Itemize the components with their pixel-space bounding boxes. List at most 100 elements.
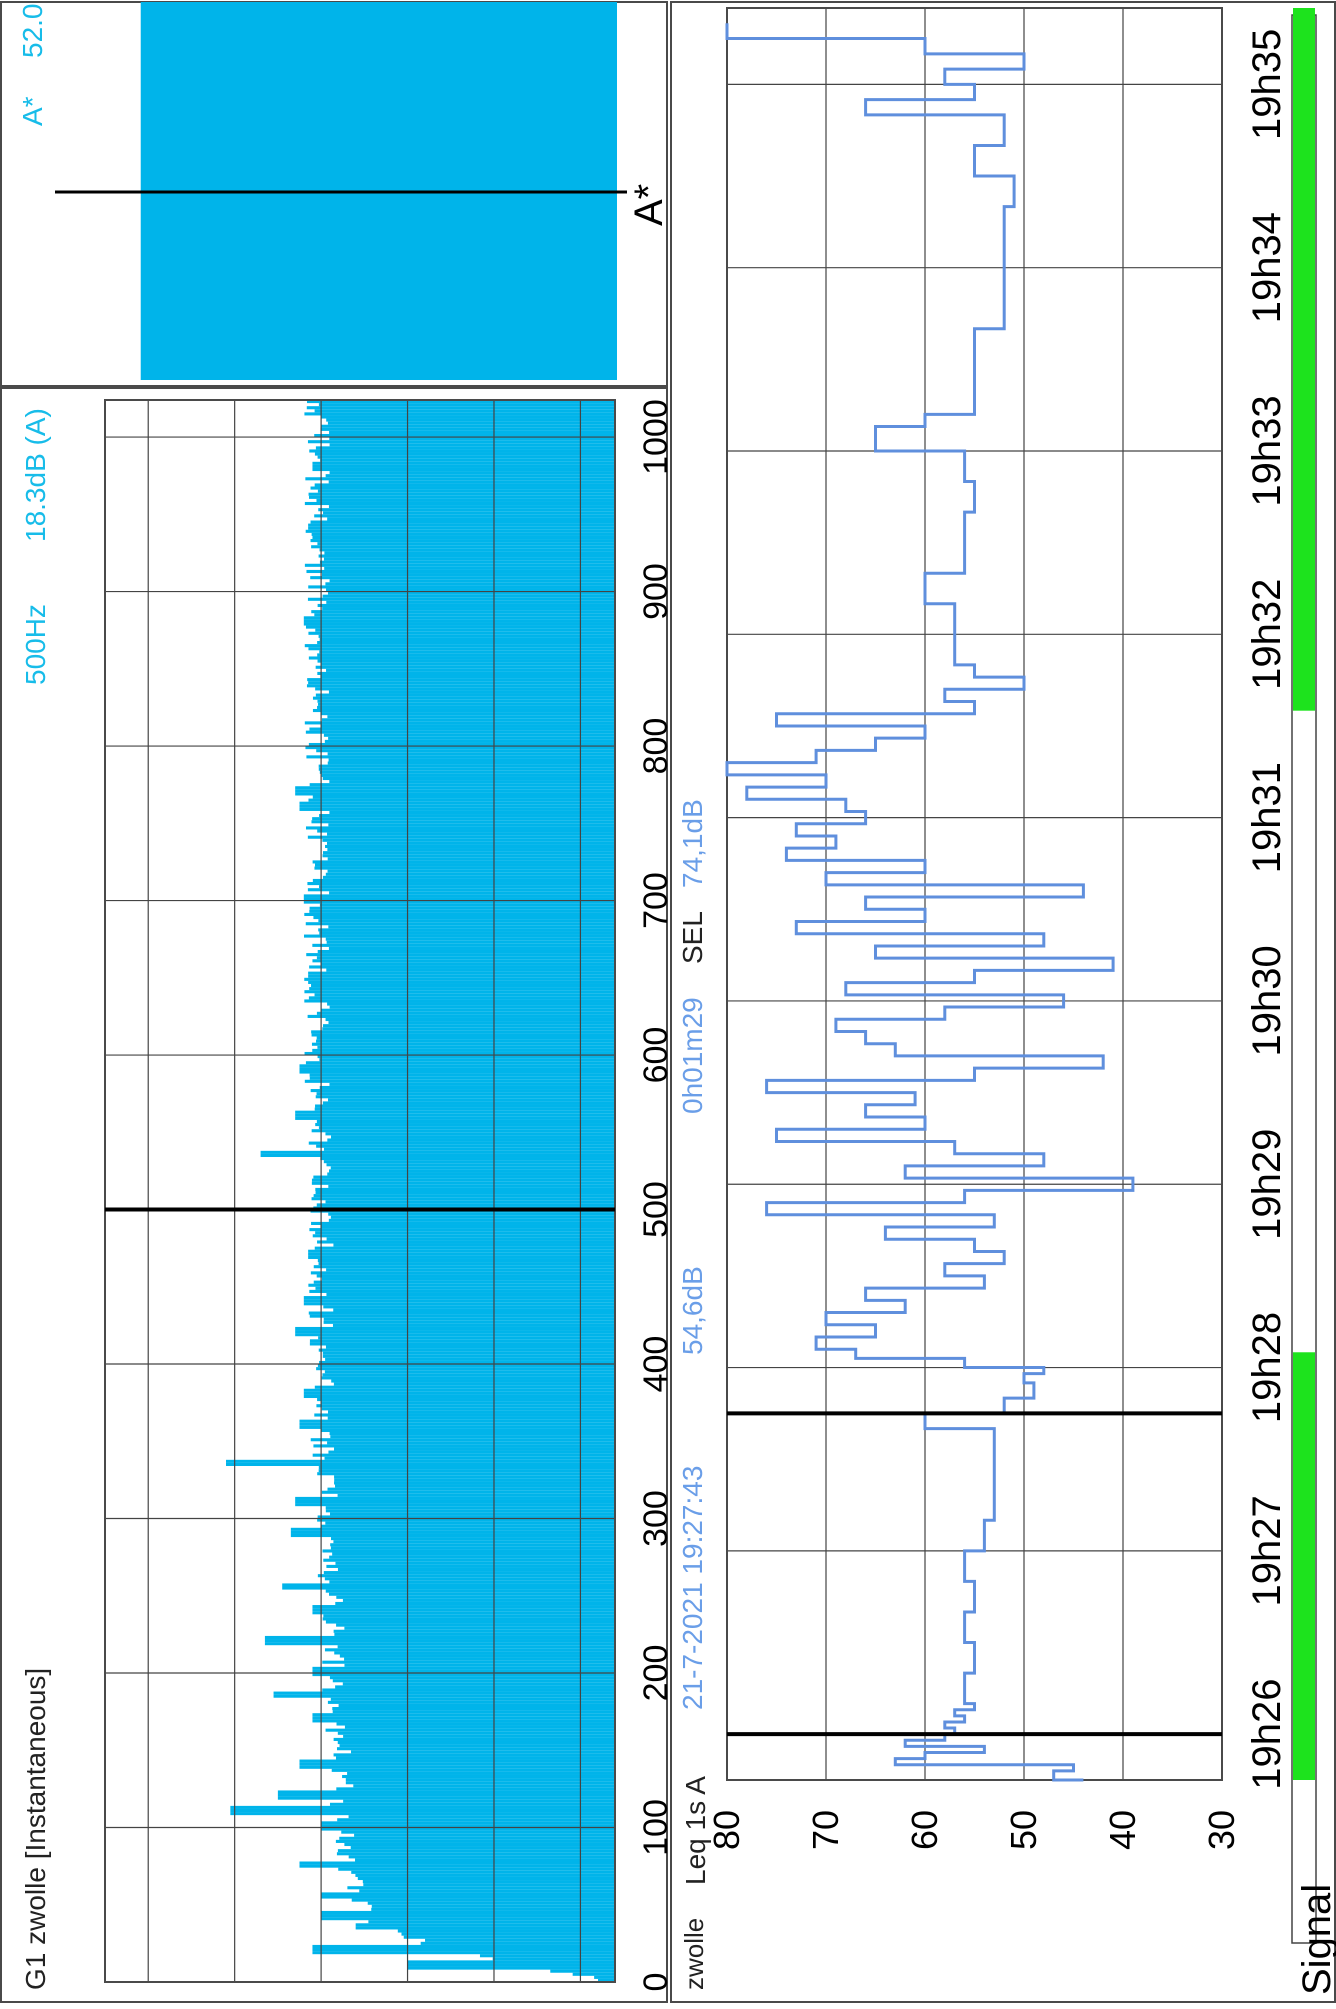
- spectrum-bar: [327, 1410, 615, 1414]
- spectrum-bar: [323, 1305, 615, 1309]
- spectrum-bar: [319, 650, 615, 654]
- spectrum-bar: [310, 520, 615, 524]
- time-minute-tick-label: 19h33: [1245, 395, 1289, 506]
- time-tick-labels: 30 40 50 60 70 80 19h26 19h27 19h28 19h29 19h30 19h…: [706, 29, 1289, 1850]
- spectrum-bar: [321, 1490, 615, 1494]
- spectrum-bar: [299, 1422, 615, 1426]
- spectrum-bar: [264, 1639, 615, 1643]
- spectrum-bar: [598, 1978, 615, 1982]
- time-cursors[interactable]: [727, 1411, 1222, 1737]
- spectrum-bar: [317, 1258, 615, 1263]
- time-panel-frame: [670, 1, 1336, 2003]
- time-level-tick-label: 50: [1003, 1810, 1044, 1850]
- spectrum-bar: [407, 1966, 615, 1970]
- spectrum-bar: [342, 1682, 615, 1686]
- spectrum-bar: [315, 1187, 615, 1191]
- spectrum-bar: [317, 1574, 615, 1578]
- spectrum-bar: [330, 1435, 615, 1439]
- spectrum-bar: [329, 437, 615, 441]
- spectrum-bar: [351, 1898, 615, 1902]
- spectrum-bar: [305, 826, 615, 830]
- spectrum-freq-tick-label: 400: [637, 1336, 675, 1393]
- spectrum-bar: [312, 943, 615, 947]
- spectrum-bar: [312, 1048, 615, 1052]
- spectrum-bar: [327, 841, 615, 845]
- spectrum-bar: [322, 1354, 615, 1358]
- time-minute-tick-label: 19h32: [1245, 579, 1289, 690]
- spectrum-bar: [309, 1289, 615, 1293]
- spectrum-bar: [318, 1469, 615, 1473]
- spectrum-bar: [325, 1589, 615, 1593]
- spectrum-bar: [420, 1941, 615, 1945]
- spectrum-bar: [299, 1067, 615, 1071]
- spectrum-bar: [336, 1787, 615, 1791]
- spectrum-bar: [310, 1271, 615, 1275]
- spectrum-bar: [309, 1228, 615, 1232]
- spectrum-bar: [320, 1524, 615, 1528]
- spectrum-bar: [309, 783, 615, 787]
- spectrum-bar: [337, 1818, 615, 1822]
- spectrum-bar: [308, 742, 615, 747]
- spectrum-bar: [339, 1744, 615, 1748]
- spectrum-bar: [327, 857, 615, 861]
- spectrum-bar: [314, 613, 615, 617]
- spectrum-bar: [309, 906, 615, 910]
- spectrum-bar: [323, 1160, 615, 1164]
- spectrum-bar: [314, 1107, 615, 1111]
- spectrum-bar: [309, 1314, 615, 1318]
- spectrum-bar: [315, 665, 615, 669]
- spectrum-bar: [321, 718, 615, 722]
- spectrum-bar: [343, 1799, 615, 1803]
- spectrum-bar: [333, 1753, 615, 1757]
- spectrum-bar: [312, 1951, 615, 1955]
- time-level-tick-label: 60: [904, 1810, 945, 1850]
- spectrum-grid: [104, 399, 616, 1983]
- time-level-tick-label: 30: [1201, 1810, 1242, 1850]
- spectrum-bar: [320, 1157, 615, 1161]
- time-start-datetime: 21-7-2021 19:27:43: [677, 1466, 708, 1710]
- spectrum-bar: [321, 1401, 615, 1405]
- time-minute-tick-label: 19h30: [1245, 945, 1289, 1056]
- spectrum-bar: [309, 1342, 615, 1346]
- spectrum-bar: [338, 1703, 615, 1708]
- spectrum-bar: [309, 1339, 615, 1343]
- spectrum-bar: [312, 696, 615, 700]
- spectrum-bar: [316, 1144, 615, 1148]
- spectrum-bar: [277, 1793, 615, 1797]
- spectrum-bar: [332, 1707, 615, 1711]
- spectrum-bar: [319, 637, 615, 642]
- spectrum-bar: [325, 1509, 615, 1513]
- spectrum-bar: [317, 1055, 615, 1059]
- spectrum-bar: [329, 1555, 615, 1559]
- spectrum-bar: [314, 483, 615, 487]
- spectrum-bar: [334, 1651, 615, 1655]
- spectrum-bar: [335, 1561, 615, 1565]
- spectrum-bar: [304, 999, 615, 1003]
- spectrum-bar: [317, 949, 615, 954]
- spectrum-bar: [310, 576, 615, 580]
- spectrum-bar: [320, 1224, 615, 1229]
- spectrum-bar: [335, 1484, 615, 1488]
- spectrum-bar: [308, 1255, 615, 1259]
- spectrum-bar: [327, 1441, 615, 1445]
- spectrum-bar: [334, 1481, 615, 1485]
- spectrum-bar: [327, 848, 615, 852]
- spectrum-bar: [329, 579, 615, 583]
- spectrum-bar: [333, 1737, 615, 1741]
- spectrum-bar: [317, 455, 615, 459]
- spectrum-bar: [329, 810, 615, 815]
- spectrum-bar: [329, 1169, 615, 1173]
- spectrum-bar: [337, 1567, 615, 1572]
- spectrum-bar: [304, 501, 615, 506]
- spectrum-bar: [324, 1577, 615, 1581]
- spectrum-bar: [295, 1326, 615, 1331]
- spectrum-bar: [335, 1601, 615, 1606]
- spectrum-bar: [311, 1030, 615, 1034]
- spectrum-bar: [326, 1268, 615, 1272]
- spectrum-bar: [321, 1376, 615, 1380]
- spectrum-bar: [316, 1119, 615, 1124]
- spectrum-bar: [282, 1583, 615, 1587]
- spectrum-bar: [329, 891, 615, 895]
- spectrum-bar: [323, 1147, 615, 1151]
- spectrum-bar: [277, 1790, 615, 1794]
